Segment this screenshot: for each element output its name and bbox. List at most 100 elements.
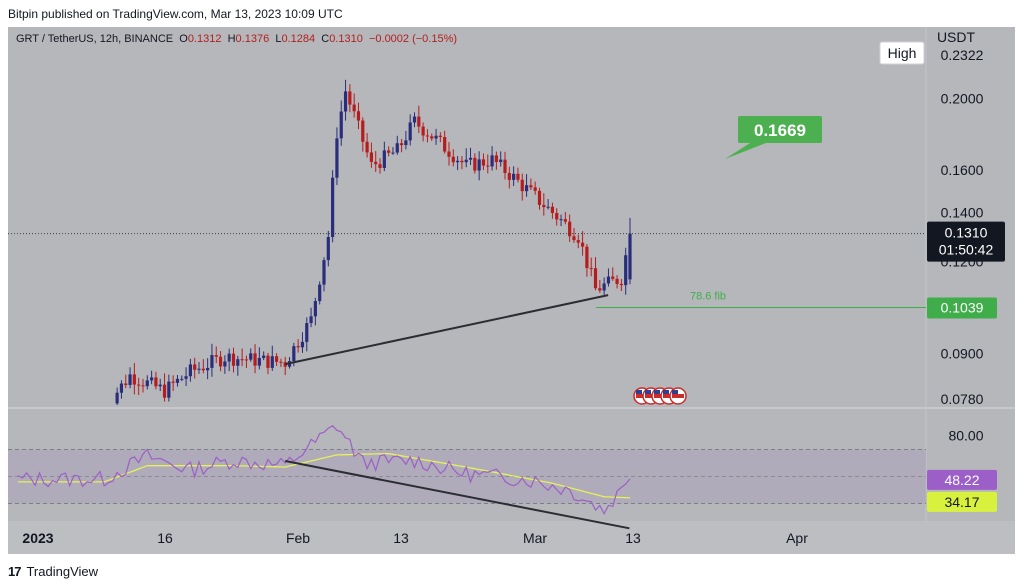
candle-body xyxy=(300,341,305,348)
price-axis-unit: USDT xyxy=(937,29,976,45)
fib-price-label: 0.1039 xyxy=(941,300,984,316)
rsi-value-label: 48.22 xyxy=(944,472,979,488)
candle-body xyxy=(313,301,317,317)
rsi-value-box xyxy=(927,469,997,490)
low-label: L xyxy=(275,33,282,45)
candle-body xyxy=(606,276,611,284)
candle-body xyxy=(451,156,455,163)
candle-body xyxy=(180,378,184,380)
rsi-ma-box xyxy=(927,491,997,512)
time-tick-label: 16 xyxy=(157,530,173,546)
candlestick-series xyxy=(115,79,632,405)
candle-body xyxy=(611,276,615,279)
candle-body xyxy=(274,356,279,362)
candle-body xyxy=(456,160,460,163)
flag-stripe xyxy=(672,394,684,398)
candle-body xyxy=(331,177,335,238)
candle-body xyxy=(468,157,473,160)
candle-body xyxy=(589,268,593,270)
candle-body xyxy=(296,346,300,348)
time-tick-label: Feb xyxy=(286,530,310,546)
low-value: 0.1284 xyxy=(281,33,316,45)
ohlc-legend: GRT / TetherUS, 12h, BINANCE O0.1312 H0.… xyxy=(16,33,457,45)
footer-brand: TradingView xyxy=(26,564,99,579)
candle-body xyxy=(335,138,339,178)
candle-body xyxy=(520,179,524,192)
candle-body xyxy=(309,316,313,324)
high-label: H xyxy=(227,33,236,45)
target-callout: 0.1669 xyxy=(725,116,822,159)
candle-body xyxy=(537,190,542,205)
candle-body xyxy=(593,268,598,289)
support-trendline xyxy=(285,294,609,366)
target-label: 0.1669 xyxy=(754,121,806,140)
candle-body xyxy=(150,377,154,381)
candle-body xyxy=(443,136,447,152)
candle-body xyxy=(434,135,438,139)
candle-body xyxy=(477,159,481,171)
high-tag-label: High xyxy=(888,45,917,61)
candle-body xyxy=(378,164,382,168)
time-axis-band xyxy=(8,522,1015,554)
candle-body xyxy=(240,359,244,361)
flag-canton xyxy=(663,390,669,394)
candle-body xyxy=(141,385,145,387)
candle-body xyxy=(628,233,632,280)
candle-body xyxy=(585,246,589,269)
target-pointer xyxy=(725,143,766,159)
price-tick-label: 0.0900 xyxy=(941,345,984,361)
candle-body xyxy=(326,237,330,261)
price-tick-label: 0.2000 xyxy=(941,91,984,107)
candle-body xyxy=(473,157,477,171)
candle-body xyxy=(486,165,490,167)
time-tick-label: 2023 xyxy=(22,530,53,546)
candle-body xyxy=(391,152,395,154)
candle-body xyxy=(624,255,628,286)
economic-events-icon xyxy=(633,387,687,405)
candle-body xyxy=(279,361,283,363)
candle-body xyxy=(542,204,546,208)
candle-body xyxy=(369,152,374,162)
candle-body xyxy=(266,355,270,368)
flag-stripe xyxy=(663,394,675,398)
candle-body xyxy=(352,104,356,112)
candle-body xyxy=(438,135,442,137)
candle-body xyxy=(348,91,352,105)
chart[interactable]: 78.6 fib 0.1669 USDT 0.2000 0.1600 0.1400 0.1… xyxy=(8,27,1015,554)
candle-body xyxy=(124,383,128,385)
candle-body xyxy=(227,353,231,362)
candle-body xyxy=(305,323,309,342)
candle-body xyxy=(447,151,451,157)
candle-body xyxy=(425,135,430,137)
candle-body xyxy=(387,150,391,153)
price-tick-label: 0.0780 xyxy=(941,391,984,407)
candle-body xyxy=(193,364,197,370)
candle-body xyxy=(404,140,408,146)
candle-body xyxy=(128,374,132,385)
candle-body xyxy=(533,187,537,191)
candle-body xyxy=(546,206,550,208)
flag-stripe xyxy=(645,394,657,398)
candle-body xyxy=(568,221,572,237)
candle-body xyxy=(145,380,149,387)
candle-body xyxy=(408,122,412,141)
candle-body xyxy=(201,368,205,371)
candle-body xyxy=(481,159,486,166)
candle-body xyxy=(580,242,585,247)
rsi-line xyxy=(17,425,631,515)
current-price-label: 0.1310 xyxy=(945,225,988,241)
candle-body xyxy=(464,159,468,163)
candle-body xyxy=(318,284,322,302)
candle-body xyxy=(516,173,520,180)
change-value: −0.0002 (−0.15%) xyxy=(368,33,458,45)
candle-body xyxy=(210,355,214,368)
candle-body xyxy=(430,136,434,139)
candle-body xyxy=(188,364,192,377)
candle-body xyxy=(524,185,529,192)
high-tag-box xyxy=(879,41,925,65)
flag-stripe xyxy=(654,394,666,398)
candle-body xyxy=(262,355,266,358)
candle-body xyxy=(356,111,361,121)
candle-body xyxy=(555,212,559,220)
candle-body xyxy=(253,353,257,366)
